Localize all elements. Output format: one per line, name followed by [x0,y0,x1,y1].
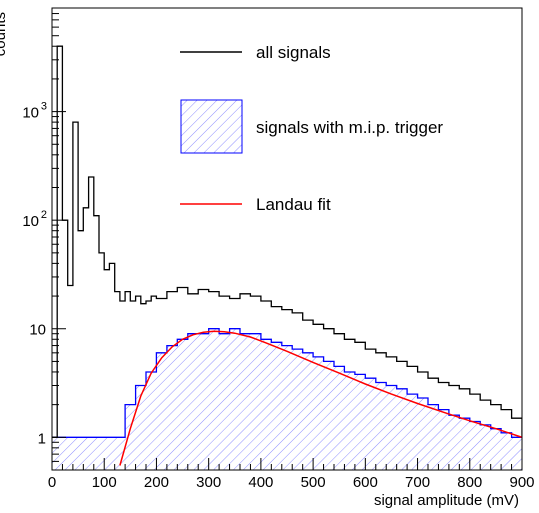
series-fill-signals-with-m-i-p-trigger [52,328,522,470]
x-axis-label: signal amplitude (mV) [374,492,519,509]
x-tick-label: 300 [196,474,221,491]
y-tick-exponent: 2 [41,209,47,221]
x-tick-label: 400 [248,474,273,491]
series-line-landau-fit [119,330,522,466]
x-tick-label: 700 [405,474,430,491]
x-tick-label: 100 [92,474,117,491]
y-tick-label: 10 [22,105,39,122]
y-tick-label: 10 [29,322,46,339]
x-tick-label: 900 [509,474,534,491]
x-tick-label: 600 [353,474,378,491]
y-tick-label: 10 [22,213,39,230]
legend-label-all-signals: all signals [256,43,331,62]
x-tick-label: 200 [144,474,169,491]
series-line-signals-with-m-i-p-trigger [52,328,522,438]
legend: all signals signals with m.i.p. trigger … [180,43,443,214]
y-axis-label: counts [0,12,9,56]
x-axis: 0 100 200 300 400 500 600 700 800 900 [48,458,535,491]
x-tick-label: 800 [457,474,482,491]
x-tick-label: 500 [301,474,326,491]
plot-frame [51,7,523,471]
series-line-all-signals [52,45,522,438]
legend-label-mip-trigger: signals with m.i.p. trigger [256,118,443,137]
legend-label-landau-fit: Landau fit [256,195,331,214]
plot-area [52,45,522,470]
x-tick-label: 0 [48,474,56,491]
y-tick-exponent: 3 [41,101,47,113]
legend-swatch-mip-trigger [180,99,243,154]
y-tick-label: 1 [38,430,46,447]
